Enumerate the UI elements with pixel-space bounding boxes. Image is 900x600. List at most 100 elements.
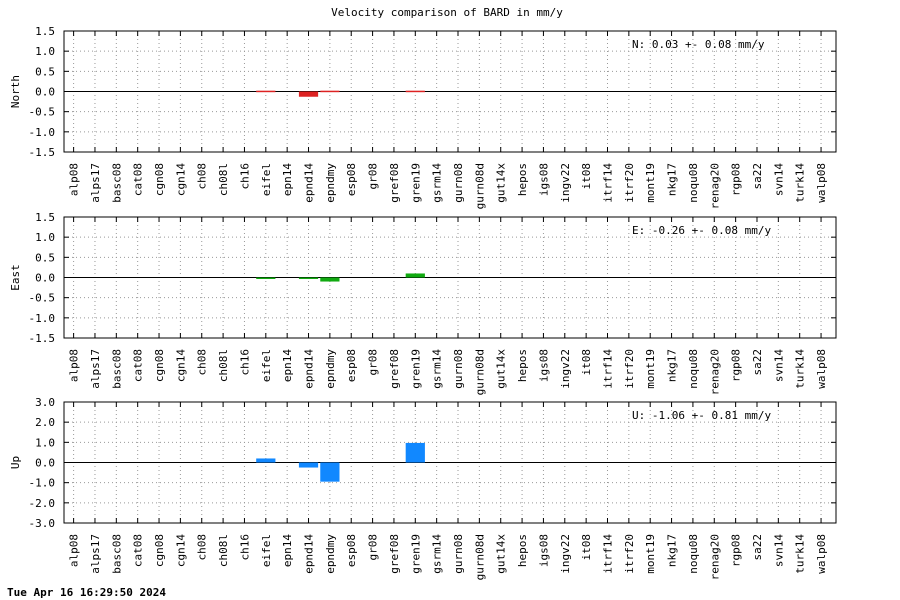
x-tick-label-renag20: renag20 xyxy=(708,534,721,580)
x-tick-label-gut14x: gut14x xyxy=(495,163,508,203)
x-tick-label-epndmy: epndmy xyxy=(324,349,337,389)
panel-north: 1.5 1.0 0.5 0.0 -0.5 -1.0 -1.5 alp08 alps17 basc0… xyxy=(9,25,836,209)
y-tick-label: -3.0 xyxy=(29,517,56,530)
x-tick-label-turk14: turk14 xyxy=(794,349,807,389)
x-tick-label-gurn08d: gurn08d xyxy=(473,349,486,395)
x-tick-label-renag20: renag20 xyxy=(708,163,721,209)
x-tick-label-gurn08d: gurn08d xyxy=(473,163,486,209)
x-tick-label-rgp08: rgp08 xyxy=(730,163,743,196)
bar-epnd14 xyxy=(299,278,318,280)
stats-annotation: U: -1.06 +- 0.81 mm/y xyxy=(632,409,771,422)
x-tick-label-cgn08: cgn08 xyxy=(153,349,166,382)
bar-epndmy xyxy=(320,278,339,282)
x-tick-label-it08: it08 xyxy=(580,163,593,190)
y-tick-label: 3.0 xyxy=(35,396,55,409)
x-tick-label-turk14: turk14 xyxy=(794,534,807,574)
x-tick-label-epnd14: epnd14 xyxy=(303,534,316,574)
x-tick-label-eifel: eifel xyxy=(260,163,273,196)
x-tick-label-gsrm14: gsrm14 xyxy=(431,534,444,574)
x-tick-label-gsrm14: gsrm14 xyxy=(431,163,444,203)
stats-annotation: N: 0.03 +- 0.08 mm/y xyxy=(632,38,765,51)
x-tick-label-rgp08: rgp08 xyxy=(730,534,743,567)
bar-epndmy xyxy=(320,463,339,482)
stats-annotation: E: -0.26 +- 0.08 mm/y xyxy=(632,224,771,237)
x-tick-label-gr08: gr08 xyxy=(367,163,380,190)
x-tick-label-basc08: basc08 xyxy=(110,163,123,203)
y-tick-label: -1.0 xyxy=(29,312,56,325)
x-tick-label-gsrm14: gsrm14 xyxy=(431,349,444,389)
x-tick-label-nkg17: nkg17 xyxy=(666,534,679,567)
x-tick-label-gref08: gref08 xyxy=(388,349,401,389)
x-tick-label-mont19: mont19 xyxy=(644,534,657,574)
x-tick-label-it08: it08 xyxy=(580,534,593,561)
x-tick-label-cat08: cat08 xyxy=(132,349,145,382)
y-axis-label: Up xyxy=(9,456,22,469)
x-tick-label-gref08: gref08 xyxy=(388,534,401,574)
x-tick-label-gren19: gren19 xyxy=(409,534,422,574)
x-tick-label-it08: it08 xyxy=(580,349,593,376)
x-tick-label-noqu08: noqu08 xyxy=(687,534,700,574)
y-tick-label: 1.5 xyxy=(35,25,55,38)
bar-gren19 xyxy=(406,443,425,463)
bar-eifel xyxy=(256,278,275,280)
y-tick-label: 1.0 xyxy=(35,436,55,449)
x-tick-label-svn14: svn14 xyxy=(772,349,785,382)
x-tick-label-epn14: epn14 xyxy=(281,349,294,382)
x-tick-label-gut14x: gut14x xyxy=(495,534,508,574)
x-tick-label-gurn08: gurn08 xyxy=(452,534,465,574)
x-tick-label-gren19: gren19 xyxy=(409,349,422,389)
x-tick-label-itrf14: itrf14 xyxy=(601,534,614,574)
y-tick-label: -1.0 xyxy=(29,477,56,490)
y-tick-label: -0.5 xyxy=(29,106,56,119)
x-tick-label-gr08: gr08 xyxy=(367,534,380,561)
x-tick-label-basc08: basc08 xyxy=(110,534,123,574)
timestamp-footer: Tue Apr 16 16:29:50 2024 xyxy=(7,586,166,599)
x-tick-label-cgn14: cgn14 xyxy=(174,349,187,382)
x-tick-label-ch16: ch16 xyxy=(238,163,251,190)
x-tick-label-ch08: ch08 xyxy=(196,163,209,190)
x-tick-label-alp08: alp08 xyxy=(68,534,81,567)
y-tick-label: 0.0 xyxy=(35,86,55,99)
y-tick-label: 1.0 xyxy=(35,45,55,58)
x-tick-label-itrf14: itrf14 xyxy=(601,349,614,389)
bar-gren19 xyxy=(406,91,425,93)
y-tick-label: -2.0 xyxy=(29,497,56,510)
x-tick-label-gren19: gren19 xyxy=(409,163,422,203)
x-tick-label-gr08: gr08 xyxy=(367,349,380,376)
x-tick-label-cgn08: cgn08 xyxy=(153,534,166,567)
y-tick-label: -1.5 xyxy=(29,332,56,345)
y-tick-label: -0.5 xyxy=(29,292,56,305)
bar-epnd14 xyxy=(299,92,318,97)
x-tick-label-itrf20: itrf20 xyxy=(623,534,636,574)
x-tick-label-gurn08d: gurn08d xyxy=(473,534,486,580)
x-tick-label-hepos: hepos xyxy=(516,349,529,382)
x-tick-label-itrf20: itrf20 xyxy=(623,349,636,389)
panel-up: 3.02.01.00.0-1.0-2.0-3.0alp08 alps17 basc0… xyxy=(9,396,836,580)
x-tick-label-cgn14: cgn14 xyxy=(174,163,187,196)
x-tick-label-eifel: eifel xyxy=(260,534,273,567)
x-tick-label-igs08: igs08 xyxy=(537,163,550,196)
x-tick-label-esp08: esp08 xyxy=(345,349,358,382)
x-tick-label-ch16: ch16 xyxy=(238,349,251,376)
y-tick-label: 1.0 xyxy=(35,231,55,244)
x-tick-label-sa22: sa22 xyxy=(751,349,764,376)
y-axis-label: North xyxy=(9,75,22,108)
x-tick-label-esp08: esp08 xyxy=(345,163,358,196)
x-tick-label-nkg17: nkg17 xyxy=(666,163,679,196)
x-tick-label-gurn08: gurn08 xyxy=(452,163,465,203)
y-tick-label: -1.5 xyxy=(29,146,56,159)
chart-title: Velocity comparison of BARD in mm/y xyxy=(331,6,563,19)
y-tick-label: 1.5 xyxy=(35,211,55,224)
x-tick-label-ch08l: ch08l xyxy=(217,163,230,196)
x-tick-label-epndmy: epndmy xyxy=(324,534,337,574)
x-tick-label-alps17: alps17 xyxy=(89,163,102,203)
bar-epnd14 xyxy=(299,463,318,468)
y-axis-label: East xyxy=(9,264,22,291)
x-tick-label-walp08: walp08 xyxy=(815,163,828,203)
x-tick-label-igs08: igs08 xyxy=(537,349,550,382)
y-tick-label: -1.0 xyxy=(29,126,56,139)
x-tick-label-walp08: walp08 xyxy=(815,534,828,574)
x-tick-label-mont19: mont19 xyxy=(644,163,657,203)
y-tick-label: 0.0 xyxy=(35,457,55,470)
